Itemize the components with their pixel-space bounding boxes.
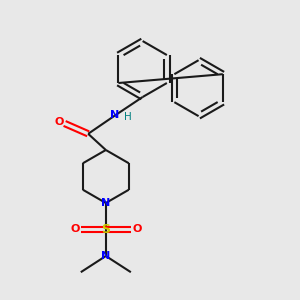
Text: O: O — [132, 224, 141, 235]
Text: O: O — [70, 224, 80, 235]
Text: N: N — [101, 251, 110, 261]
Text: N: N — [110, 110, 119, 120]
Text: O: O — [55, 117, 64, 127]
Text: N: N — [101, 198, 110, 208]
Text: H: H — [124, 112, 132, 122]
Text: S: S — [101, 223, 110, 236]
